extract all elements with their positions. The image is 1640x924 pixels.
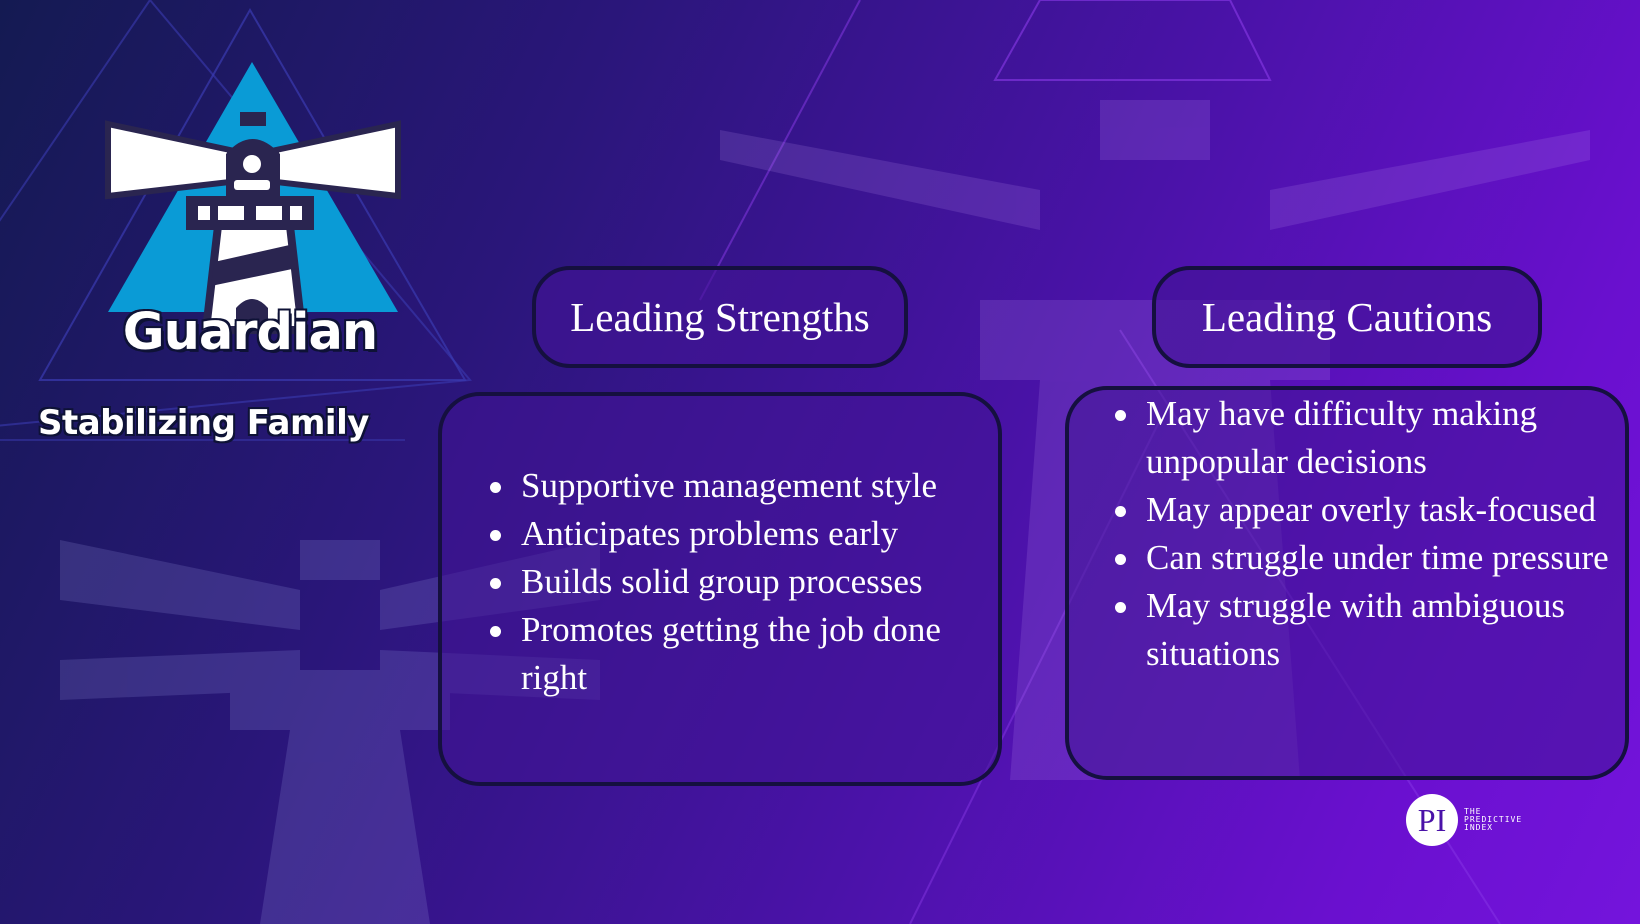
brand-name: THE PREDICTIVE INDEX (1464, 807, 1523, 832)
caution-item: Can struggle under time pressure (1108, 534, 1628, 582)
brand-logo: PI THE PREDICTIVE INDEX (1406, 794, 1542, 846)
strengths-list: Supportive management style Anticipates … (483, 462, 1003, 702)
strengths-heading: Leading Strengths (532, 266, 908, 368)
caution-item: May have difficulty making unpopular dec… (1108, 390, 1628, 486)
strength-item: Promotes getting the job done right (483, 606, 1003, 702)
brand-badge: PI (1406, 794, 1458, 846)
cautions-heading: Leading Cautions (1152, 266, 1542, 368)
strength-item: Supportive management style (483, 462, 1003, 510)
family-label: Stabilizing Family (38, 403, 369, 443)
cautions-list: May have difficulty making unpopular dec… (1108, 390, 1628, 678)
lighthouse-icon (105, 62, 401, 334)
strengths-panel (438, 392, 1002, 786)
strength-item: Builds solid group processes (483, 558, 1003, 606)
cautions-panel (1065, 386, 1629, 780)
strength-item: Anticipates problems early (483, 510, 1003, 558)
logo-title: Guardian (122, 303, 378, 362)
caution-item: May struggle with ambiguous situations (1108, 582, 1628, 678)
caution-item: May appear overly task-focused (1108, 486, 1628, 534)
